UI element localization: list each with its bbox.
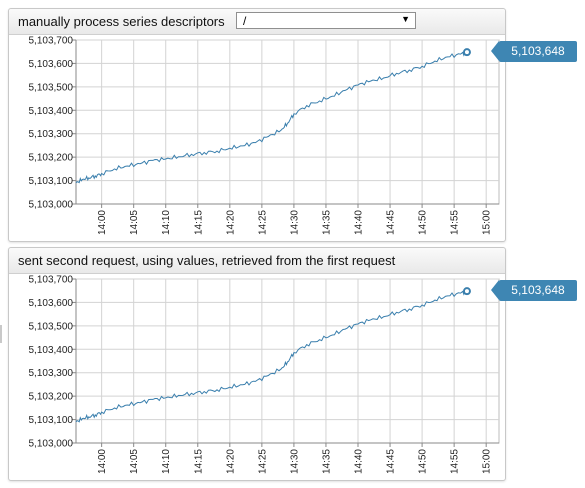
x-tick-label: 14:05 xyxy=(129,449,140,474)
x-tick-label: 14:25 xyxy=(257,210,268,235)
y-tick-label: 5,103,100 xyxy=(29,176,74,187)
y-tick-label: 5,103,300 xyxy=(29,368,74,379)
widget-title: manually process series descriptors xyxy=(18,14,225,29)
x-tick-label: 14:10 xyxy=(161,210,172,235)
widget-header: manually process series descriptors / ▼ xyxy=(9,9,505,35)
x-tick-label: 15:00 xyxy=(482,210,493,235)
y-tick-label: 5,103,400 xyxy=(29,345,74,356)
y-tick-label: 5,103,200 xyxy=(29,153,74,164)
series-line xyxy=(75,289,468,423)
y-tick-label: 5,103,700 xyxy=(29,275,74,286)
x-tick-label: 14:45 xyxy=(386,210,397,235)
window-edge-marker xyxy=(0,325,2,343)
dropdown-selected-value: / xyxy=(243,14,247,28)
plot-area xyxy=(75,278,500,444)
widget-second-request: sent second request, using values, retri… xyxy=(8,247,506,481)
y-tick-label: 5,103,700 xyxy=(29,36,74,47)
x-tick-label: 14:40 xyxy=(354,210,365,235)
y-tick-label: 5,103,000 xyxy=(29,439,74,450)
x-tick-label: 14:05 xyxy=(129,210,140,235)
widget-series-descriptors: manually process series descriptors / ▼ … xyxy=(8,8,506,242)
y-tick-label: 5,103,300 xyxy=(29,129,74,140)
x-tick-label: 14:15 xyxy=(193,210,204,235)
line-chart: 5,103,000 5,103,100 5,103,200 5,103,300 5,10… xyxy=(29,36,500,235)
x-tick-label: 14:50 xyxy=(418,449,429,474)
x-tick-label: 14:20 xyxy=(225,210,236,235)
x-tick-label: 14:00 xyxy=(97,449,108,474)
chevron-down-icon: ▼ xyxy=(401,14,410,24)
x-tick-label: 14:55 xyxy=(450,449,461,474)
x-tick-label: 14:35 xyxy=(321,210,332,235)
x-tick-label: 15:00 xyxy=(482,449,493,474)
plot-area xyxy=(75,39,500,205)
widget-title: sent second request, using values, retri… xyxy=(18,253,396,268)
x-tick-label: 14:00 xyxy=(97,210,108,235)
y-tick-label: 5,103,500 xyxy=(29,82,74,93)
x-tick-label: 14:25 xyxy=(257,449,268,474)
y-tick-label: 5,103,000 xyxy=(29,200,74,211)
x-tick-label: 14:45 xyxy=(386,449,397,474)
y-tick-label: 5,103,400 xyxy=(29,106,74,117)
y-tick-label: 5,103,500 xyxy=(29,321,74,332)
last-value-badge: 5,103,648 xyxy=(491,41,577,62)
last-point-marker xyxy=(462,48,471,57)
x-tick-label: 14:10 xyxy=(161,449,172,474)
x-tick-label: 14:35 xyxy=(321,449,332,474)
widget-header: sent second request, using values, retri… xyxy=(9,248,505,274)
x-tick-label: 14:55 xyxy=(450,210,461,235)
y-tick-label: 5,103,600 xyxy=(29,298,74,309)
series-select-dropdown[interactable]: / ▼ xyxy=(236,12,416,29)
line-chart: 5,103,000 5,103,100 5,103,200 5,103,300 5,10… xyxy=(29,275,500,474)
x-tick-label: 14:20 xyxy=(225,449,236,474)
x-tick-label: 14:40 xyxy=(354,449,365,474)
series-line xyxy=(75,50,468,184)
y-tick-label: 5,103,600 xyxy=(29,59,74,70)
x-tick-label: 14:30 xyxy=(289,449,300,474)
y-tick-label: 5,103,100 xyxy=(29,415,74,426)
last-value-badge: 5,103,648 xyxy=(491,280,577,301)
x-tick-label: 14:15 xyxy=(193,449,204,474)
x-tick-label: 14:50 xyxy=(418,210,429,235)
y-tick-label: 5,103,200 xyxy=(29,392,74,403)
x-tick-label: 14:30 xyxy=(289,210,300,235)
last-point-marker xyxy=(462,287,471,296)
